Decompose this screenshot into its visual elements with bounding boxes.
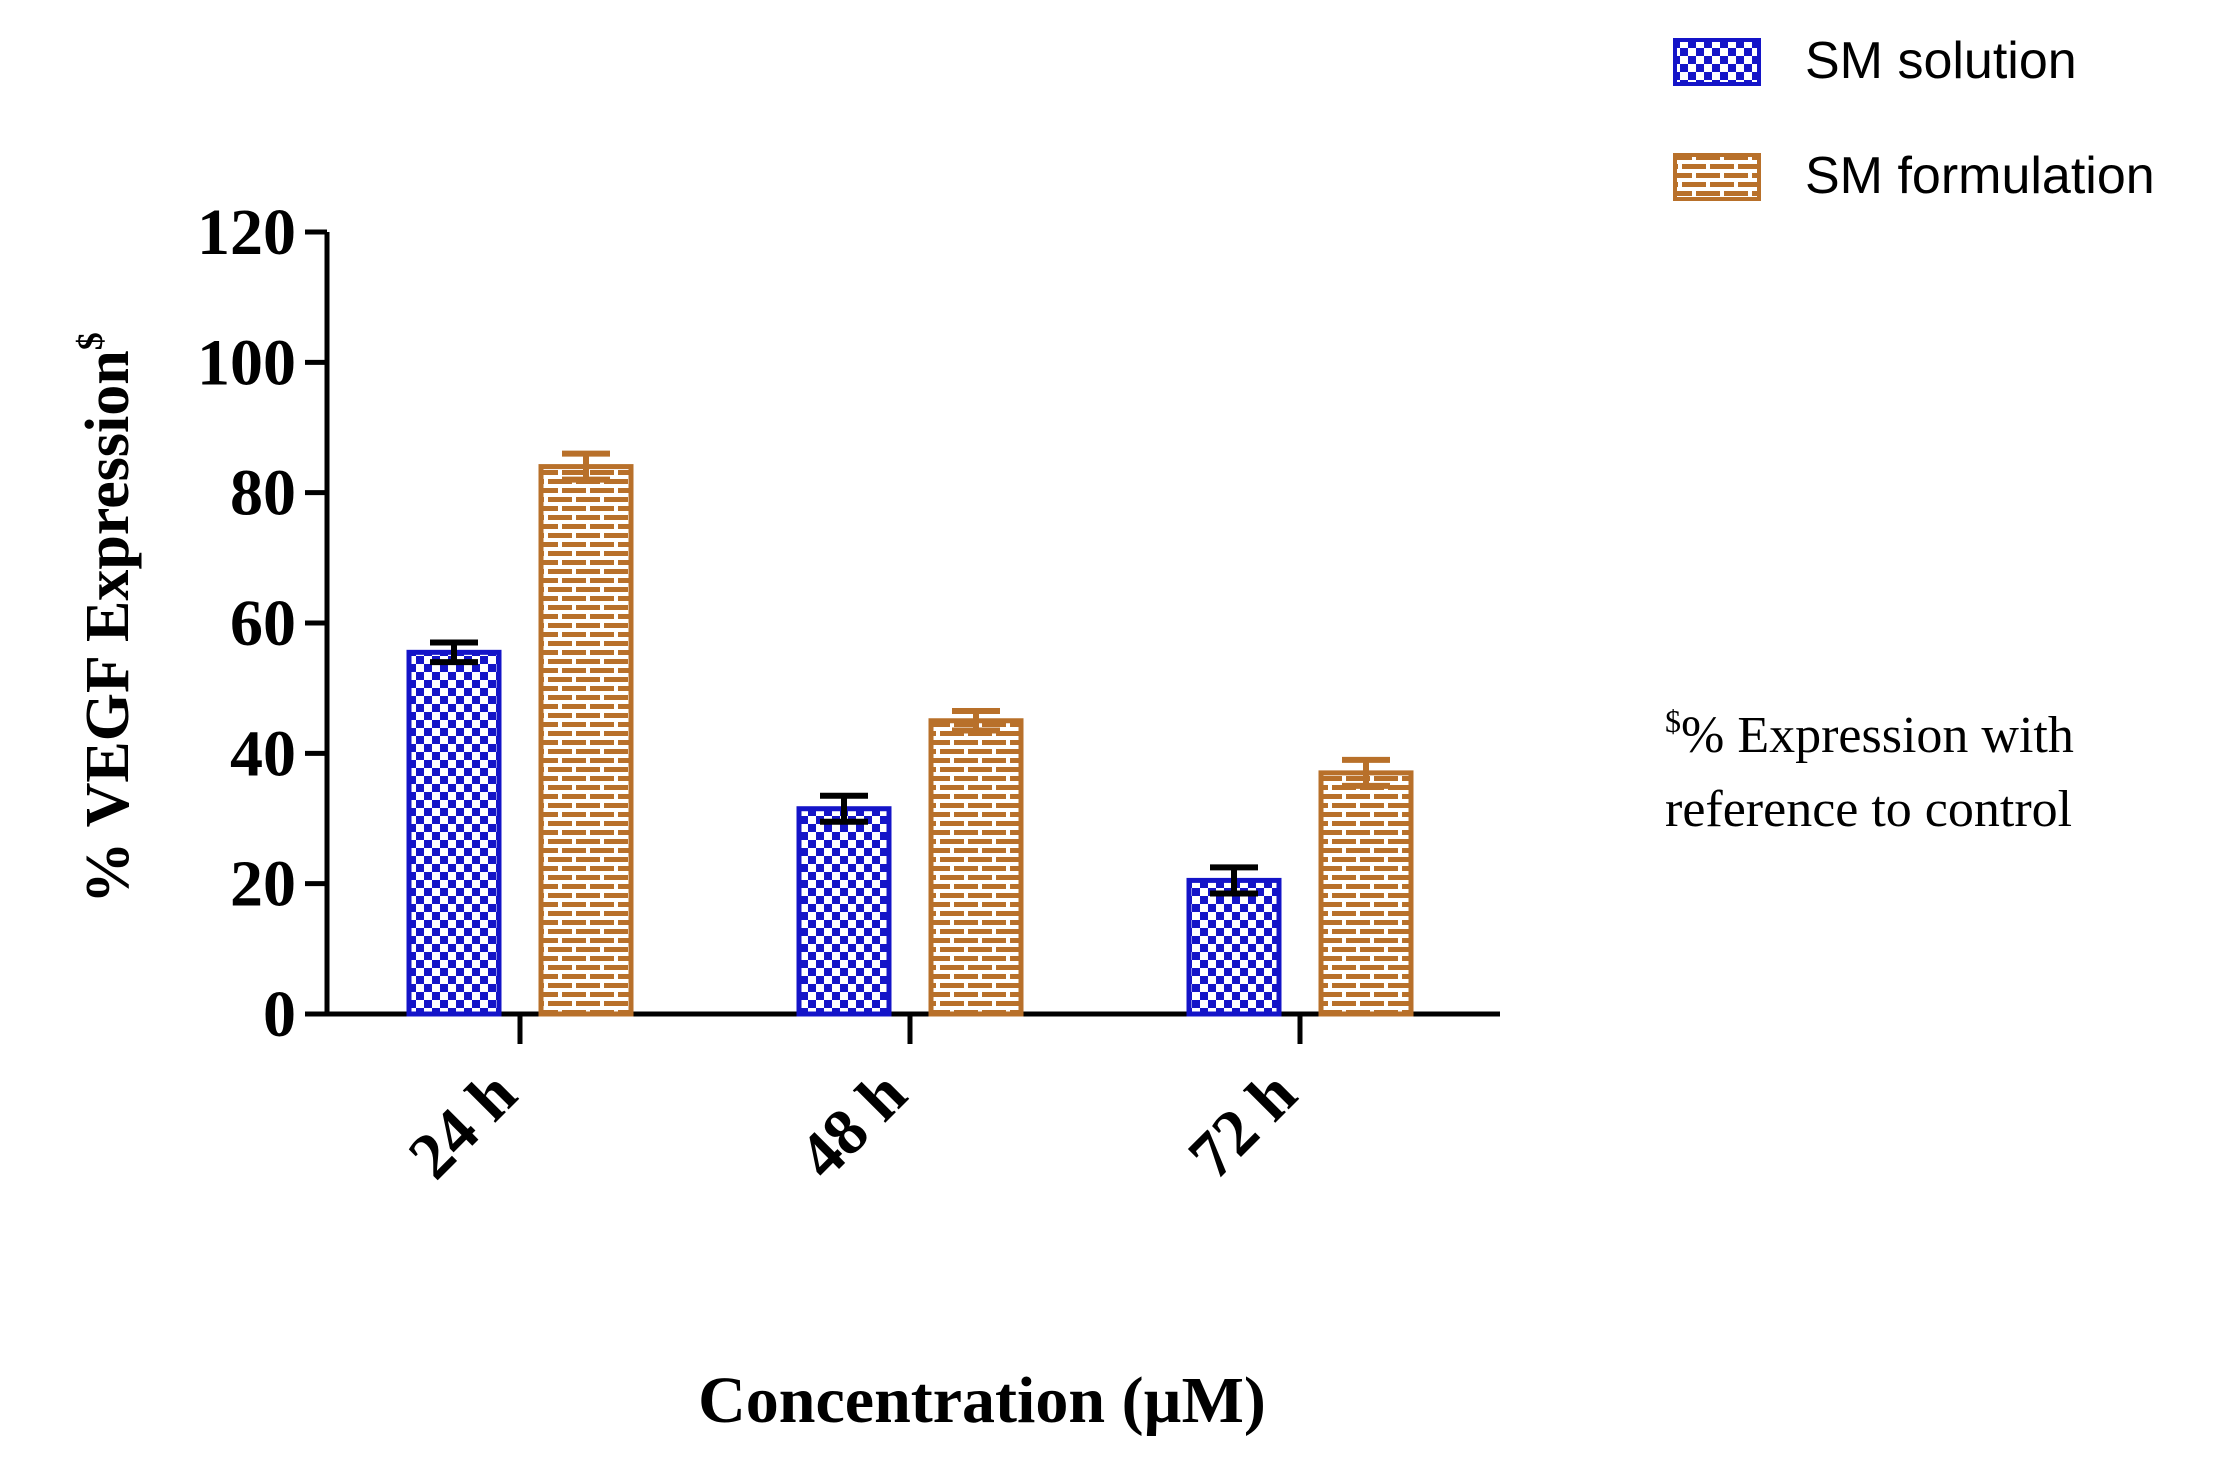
x-axis-label: Concentration (µM) <box>698 1364 1266 1437</box>
x-tick-label: 72 h <box>1175 1057 1311 1193</box>
legend-swatch-sm-solution <box>1673 38 1761 86</box>
bar-sm-solution-1 <box>796 806 892 1017</box>
bar-sm-formulation-2 <box>1318 770 1414 1017</box>
bar-sm-formulation-0 <box>538 464 634 1017</box>
y-axis-label-superscript: $ <box>70 332 110 350</box>
y-axis-label: % VEGF Expression$ <box>70 332 142 904</box>
annotation-line-1: $% Expression with <box>1665 703 2074 764</box>
x-tick-label: 24 h <box>395 1057 531 1193</box>
x-tick-label: 48 h <box>785 1057 921 1193</box>
bar-sm-solution-0 <box>406 649 502 1017</box>
y-axis-label-text: % VEGF Expression <box>74 350 142 904</box>
y-tick-label: 20 <box>230 848 296 921</box>
bar-sm-solution-2 <box>1186 877 1282 1017</box>
annotation-line-1-text: % Expression with <box>1681 707 2074 764</box>
annotation-line-2: reference to control <box>1665 781 2072 838</box>
y-tick-label: 80 <box>230 457 296 530</box>
annotation-superscript: $ <box>1665 703 1681 739</box>
legend-swatch-sm-formulation <box>1673 153 1761 201</box>
y-tick-label: 120 <box>197 196 296 269</box>
legend-label-sm-solution: SM solution <box>1805 32 2077 90</box>
y-tick-label: 0 <box>263 978 296 1051</box>
legend: SM solution SM formulation <box>1673 32 2155 205</box>
legend-label-sm-formulation: SM formulation <box>1805 147 2155 205</box>
y-tick-label: 60 <box>230 587 296 660</box>
bar-sm-formulation-1 <box>928 718 1024 1017</box>
y-tick-label: 100 <box>197 326 296 399</box>
y-tick-label: 40 <box>230 717 296 790</box>
